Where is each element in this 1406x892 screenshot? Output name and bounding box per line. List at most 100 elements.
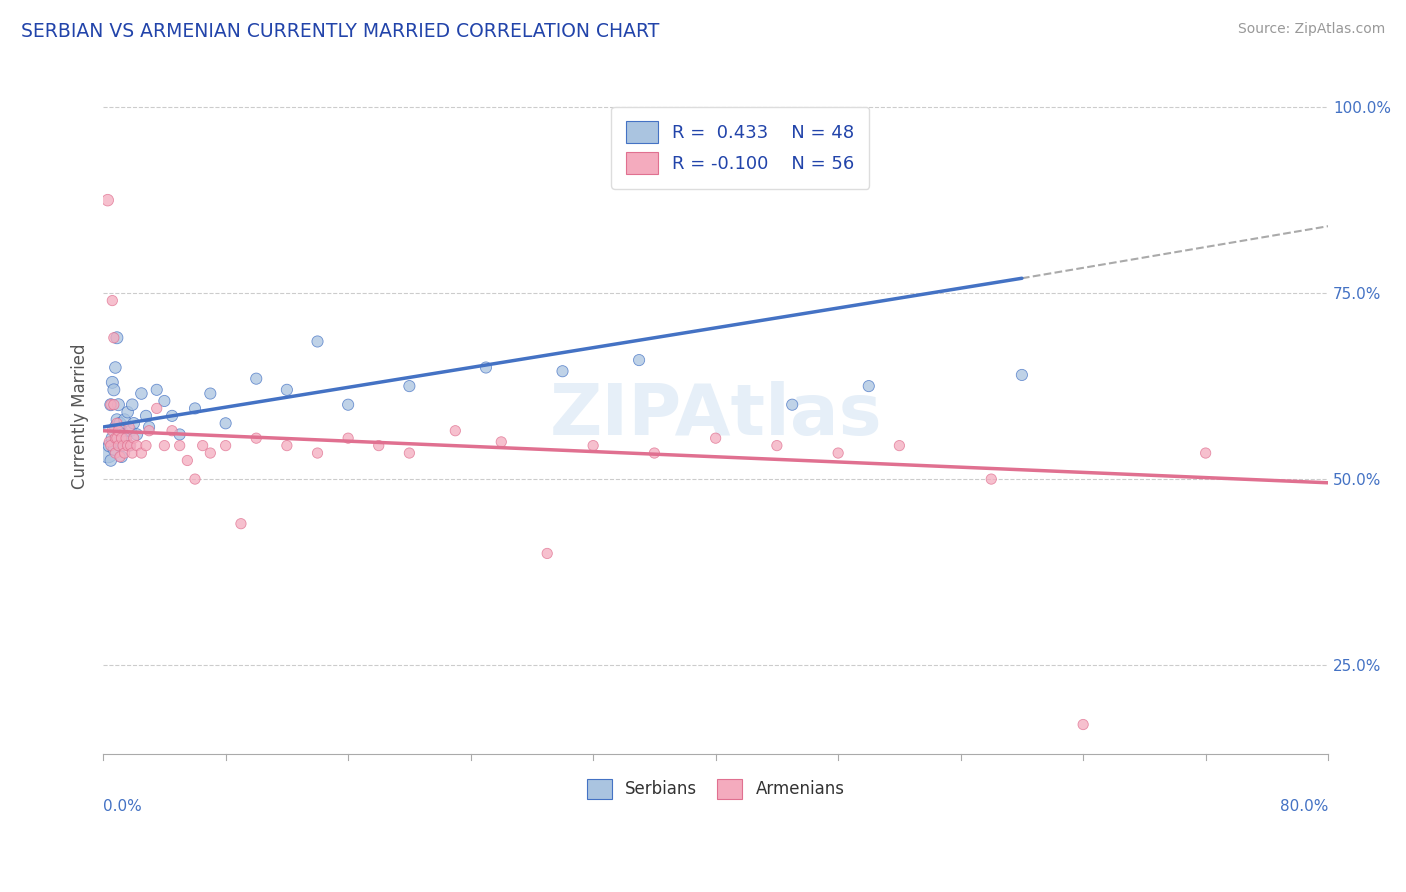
- Point: [107, 398, 129, 412]
- Point: [120, 424, 142, 438]
- Point: [766, 439, 789, 453]
- Point: [245, 372, 267, 386]
- Y-axis label: Currently Married: Currently Married: [72, 343, 89, 489]
- Point: [100, 398, 122, 412]
- Point: [110, 450, 132, 464]
- Point: [1071, 717, 1094, 731]
- Point: [98, 439, 121, 453]
- Point: [101, 431, 124, 445]
- Point: [138, 420, 160, 434]
- Point: [108, 450, 131, 464]
- Point: [200, 386, 222, 401]
- Point: [117, 439, 139, 453]
- Point: [100, 398, 122, 412]
- Point: [118, 420, 141, 434]
- Point: [131, 446, 153, 460]
- Point: [107, 434, 129, 449]
- Point: [214, 439, 236, 453]
- Point: [125, 427, 148, 442]
- Point: [117, 405, 139, 419]
- Point: [112, 439, 135, 453]
- Point: [125, 439, 148, 453]
- Point: [135, 409, 157, 423]
- Point: [475, 360, 498, 375]
- Point: [160, 424, 183, 438]
- Point: [131, 386, 153, 401]
- Point: [980, 472, 1002, 486]
- Point: [98, 434, 121, 449]
- Point: [120, 439, 142, 453]
- Point: [780, 398, 803, 412]
- Point: [103, 398, 125, 412]
- Point: [643, 446, 665, 460]
- Point: [110, 424, 132, 438]
- Point: [153, 439, 176, 453]
- Legend: Serbians, Armenians: Serbians, Armenians: [578, 771, 853, 807]
- Point: [367, 439, 389, 453]
- Point: [100, 453, 122, 467]
- Point: [103, 383, 125, 397]
- Point: [108, 417, 131, 431]
- Point: [398, 379, 420, 393]
- Point: [104, 360, 127, 375]
- Text: SERBIAN VS ARMENIAN CURRENTLY MARRIED CORRELATION CHART: SERBIAN VS ARMENIAN CURRENTLY MARRIED CO…: [21, 22, 659, 41]
- Point: [307, 446, 329, 460]
- Point: [105, 431, 128, 445]
- Point: [107, 424, 129, 438]
- Point: [176, 453, 198, 467]
- Point: [145, 383, 167, 397]
- Point: [105, 331, 128, 345]
- Point: [105, 417, 128, 431]
- Point: [115, 431, 138, 445]
- Point: [307, 334, 329, 349]
- Point: [108, 439, 131, 453]
- Point: [105, 412, 128, 426]
- Point: [889, 439, 911, 453]
- Point: [115, 434, 138, 449]
- Point: [104, 446, 127, 460]
- Point: [97, 446, 120, 460]
- Point: [107, 439, 129, 453]
- Point: [100, 439, 122, 453]
- Point: [97, 193, 120, 207]
- Point: [536, 546, 558, 560]
- Point: [628, 353, 651, 368]
- Point: [118, 439, 141, 453]
- Point: [153, 394, 176, 409]
- Text: Source: ZipAtlas.com: Source: ZipAtlas.com: [1237, 22, 1385, 37]
- Point: [245, 431, 267, 445]
- Point: [112, 427, 135, 442]
- Text: 0.0%: 0.0%: [103, 799, 142, 814]
- Point: [121, 446, 143, 460]
- Point: [101, 376, 124, 390]
- Point: [103, 442, 125, 457]
- Point: [444, 424, 467, 438]
- Point: [169, 439, 191, 453]
- Point: [191, 439, 214, 453]
- Point: [160, 409, 183, 423]
- Point: [121, 398, 143, 412]
- Point: [138, 424, 160, 438]
- Text: ZIPAtlas: ZIPAtlas: [550, 382, 882, 450]
- Point: [827, 446, 849, 460]
- Point: [337, 398, 360, 412]
- Point: [337, 431, 360, 445]
- Point: [135, 439, 157, 453]
- Point: [122, 431, 145, 445]
- Point: [398, 446, 420, 460]
- Point: [184, 401, 207, 416]
- Point: [101, 293, 124, 308]
- Point: [491, 434, 513, 449]
- Point: [200, 446, 222, 460]
- Point: [145, 401, 167, 416]
- Point: [114, 412, 136, 426]
- Point: [858, 379, 880, 393]
- Point: [104, 420, 127, 434]
- Point: [276, 439, 298, 453]
- Point: [276, 383, 298, 397]
- Point: [104, 431, 127, 445]
- Point: [103, 331, 125, 345]
- Point: [229, 516, 252, 531]
- Point: [1011, 368, 1033, 382]
- Text: 80.0%: 80.0%: [1279, 799, 1329, 814]
